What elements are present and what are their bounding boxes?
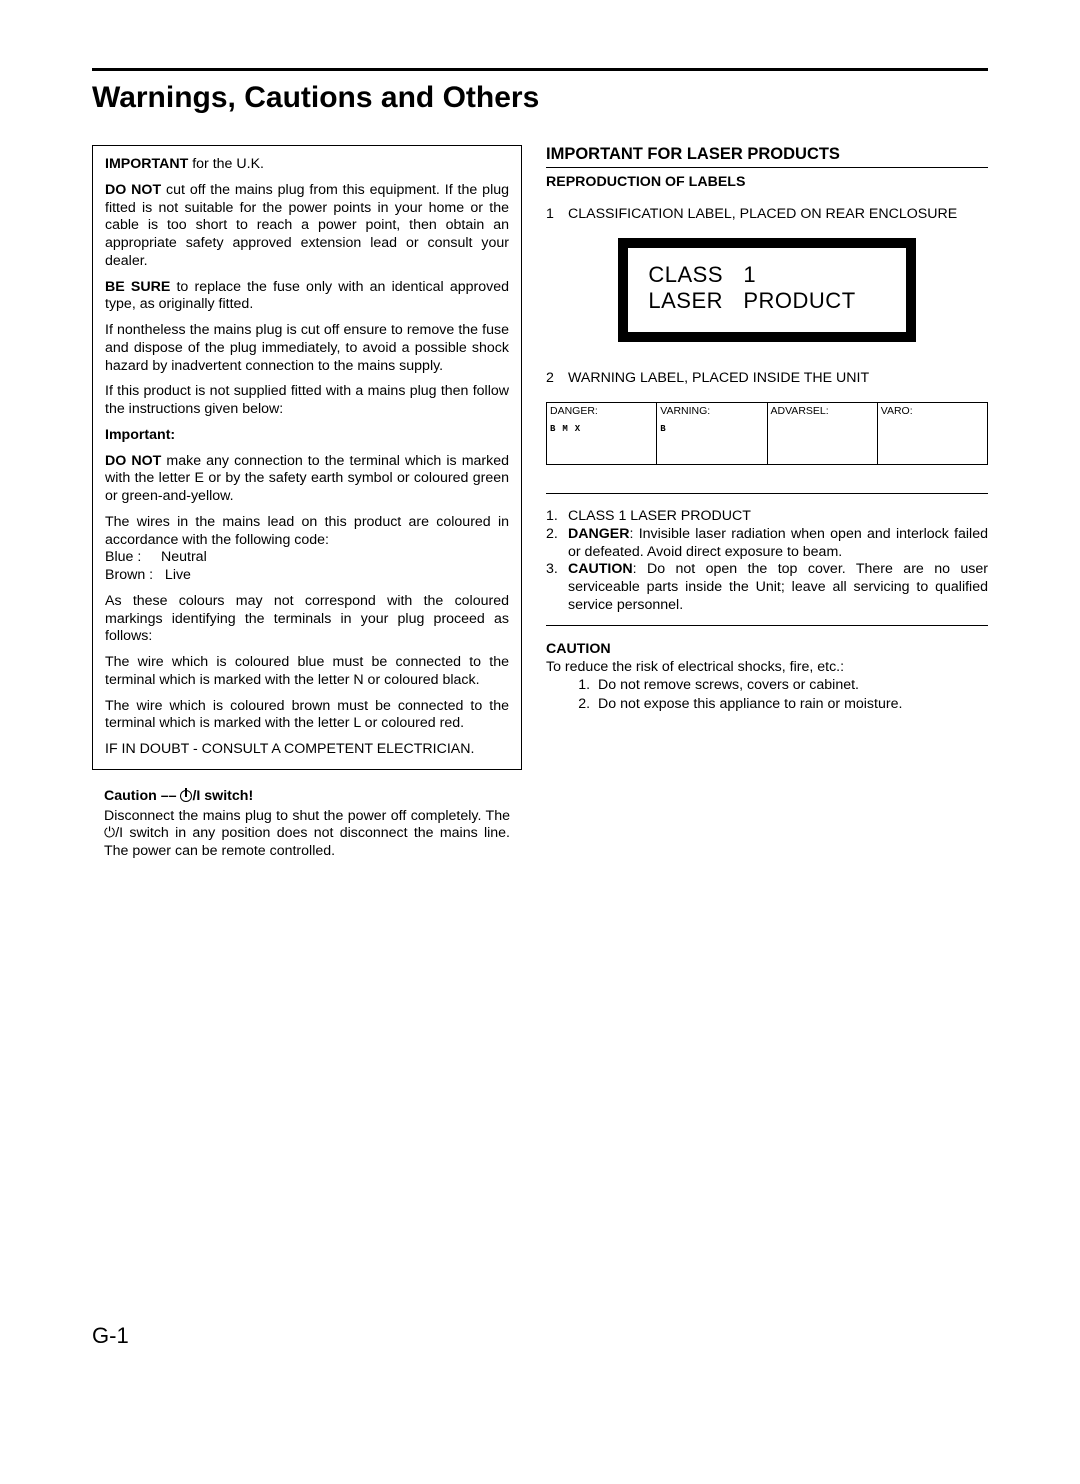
warn-cell-2-hdr: ADVARSEL: xyxy=(771,405,829,417)
class-label-r2a: LASER xyxy=(648,288,743,314)
class-label-r2b: PRODUCT xyxy=(743,288,855,314)
note-2-num: 3. xyxy=(546,561,568,614)
class-label-r1a: CLASS xyxy=(648,262,743,288)
uk-p7: The wires in the mains lead on this prod… xyxy=(105,514,509,550)
caution-lower-block: CAUTION To reduce the risk of electrical… xyxy=(546,640,988,714)
uk-p1-rest: cut off the mains plug from this equipme… xyxy=(105,182,509,269)
note-1-num: 2. xyxy=(546,526,568,562)
power-icon xyxy=(180,790,192,802)
uk-important-box: IMPORTANT for the U.K. DO NOT cut off th… xyxy=(92,145,522,770)
warn-cell-3-hdr: VARO: xyxy=(881,405,913,417)
laser-caption-2-text: WARNING LABEL, PLACED INSIDE THE UNIT xyxy=(568,370,869,386)
uk-p10: The wire which is coloured brown must be… xyxy=(105,698,509,734)
uk-p11: IF IN DOUBT - CONSULT A COMPETENT ELECTR… xyxy=(105,741,509,759)
warn-cell-0-body: B M X xyxy=(550,425,653,434)
laser-caption-1-num: 1 xyxy=(546,206,568,222)
laser-notes-list: 1. CLASS 1 LASER PRODUCT 2. DANGER: Invi… xyxy=(546,508,988,615)
uk-p5-bold: Important: xyxy=(105,427,509,445)
warn-cell-0-hdr: DANGER: xyxy=(550,405,598,417)
note-1-bold: DANGER xyxy=(568,526,629,542)
page-number: G-1 xyxy=(92,1323,988,1349)
laser-caption-2: 2 WARNING LABEL, PLACED INSIDE THE UNIT xyxy=(546,370,988,386)
uk-code-lines: Blue : Neutral Brown : Live xyxy=(105,549,509,585)
page-title: Warnings, Cautions and Others xyxy=(92,81,988,115)
uk-p6-rest: make any connection to the terminal whic… xyxy=(105,453,509,505)
note-1-text: : Invisible laser radiation when open an… xyxy=(568,526,988,560)
uk-important-label: IMPORTANT xyxy=(105,156,188,172)
caution-switch-block: Caution –– /I switch! Disconnect the mai… xyxy=(92,788,522,861)
uk-p9: The wire which is coloured blue must be … xyxy=(105,654,509,690)
uk-p8: As these colours may not correspond with… xyxy=(105,593,509,646)
note-2-bold: CAUTION xyxy=(568,561,633,577)
uk-p2-bold: BE SURE xyxy=(105,279,170,295)
warning-label: DANGER: B M X VARNING: B ADVARSEL: xyxy=(546,402,988,465)
note-0-num: 1. xyxy=(546,508,568,526)
note-0-text: CLASS 1 LASER PRODUCT xyxy=(568,508,751,526)
laser-caption-1: 1 CLASSIFICATION LABEL, PLACED ON REAR E… xyxy=(546,206,988,222)
caution-lower-hd: CAUTION xyxy=(546,640,988,658)
uk-p3: If nontheless the mains plug is cut off … xyxy=(105,322,509,375)
laser-subhead: REPRODUCTION OF LABELS xyxy=(546,174,988,190)
caution-switch-prefix: Caution –– xyxy=(104,788,180,804)
class-1-laser-label: CLASS 1 LASER PRODUCT xyxy=(618,238,915,342)
laser-heading: IMPORTANT FOR LASER PRODUCTS xyxy=(546,145,988,168)
laser-caption-2-num: 2 xyxy=(546,370,568,386)
caution-lower-item-0: Do not remove screws, covers or cabinet. xyxy=(594,676,988,694)
class-label-r1b: 1 xyxy=(743,262,756,288)
caution-switch-body: Disconnect the mains plug to shut the po… xyxy=(104,808,510,861)
warn-cell-1-body: B xyxy=(660,425,763,434)
caution-switch-suffix: /I switch! xyxy=(192,788,253,804)
laser-caption-1-text: CLASSIFICATION LABEL, PLACED ON REAR ENC… xyxy=(568,206,957,222)
caution-lower-lead: To reduce the risk of electrical shocks,… xyxy=(546,658,988,676)
uk-p1-bold: DO NOT xyxy=(105,182,161,198)
warn-cell-1-hdr: VARNING: xyxy=(660,405,710,417)
uk-p6-bold: DO NOT xyxy=(105,453,161,469)
uk-important-suffix: for the U.K. xyxy=(188,156,264,172)
caution-lower-item-1: Do not expose this appliance to rain or … xyxy=(594,695,988,713)
uk-p4: If this product is not supplied fitted w… xyxy=(105,383,509,419)
